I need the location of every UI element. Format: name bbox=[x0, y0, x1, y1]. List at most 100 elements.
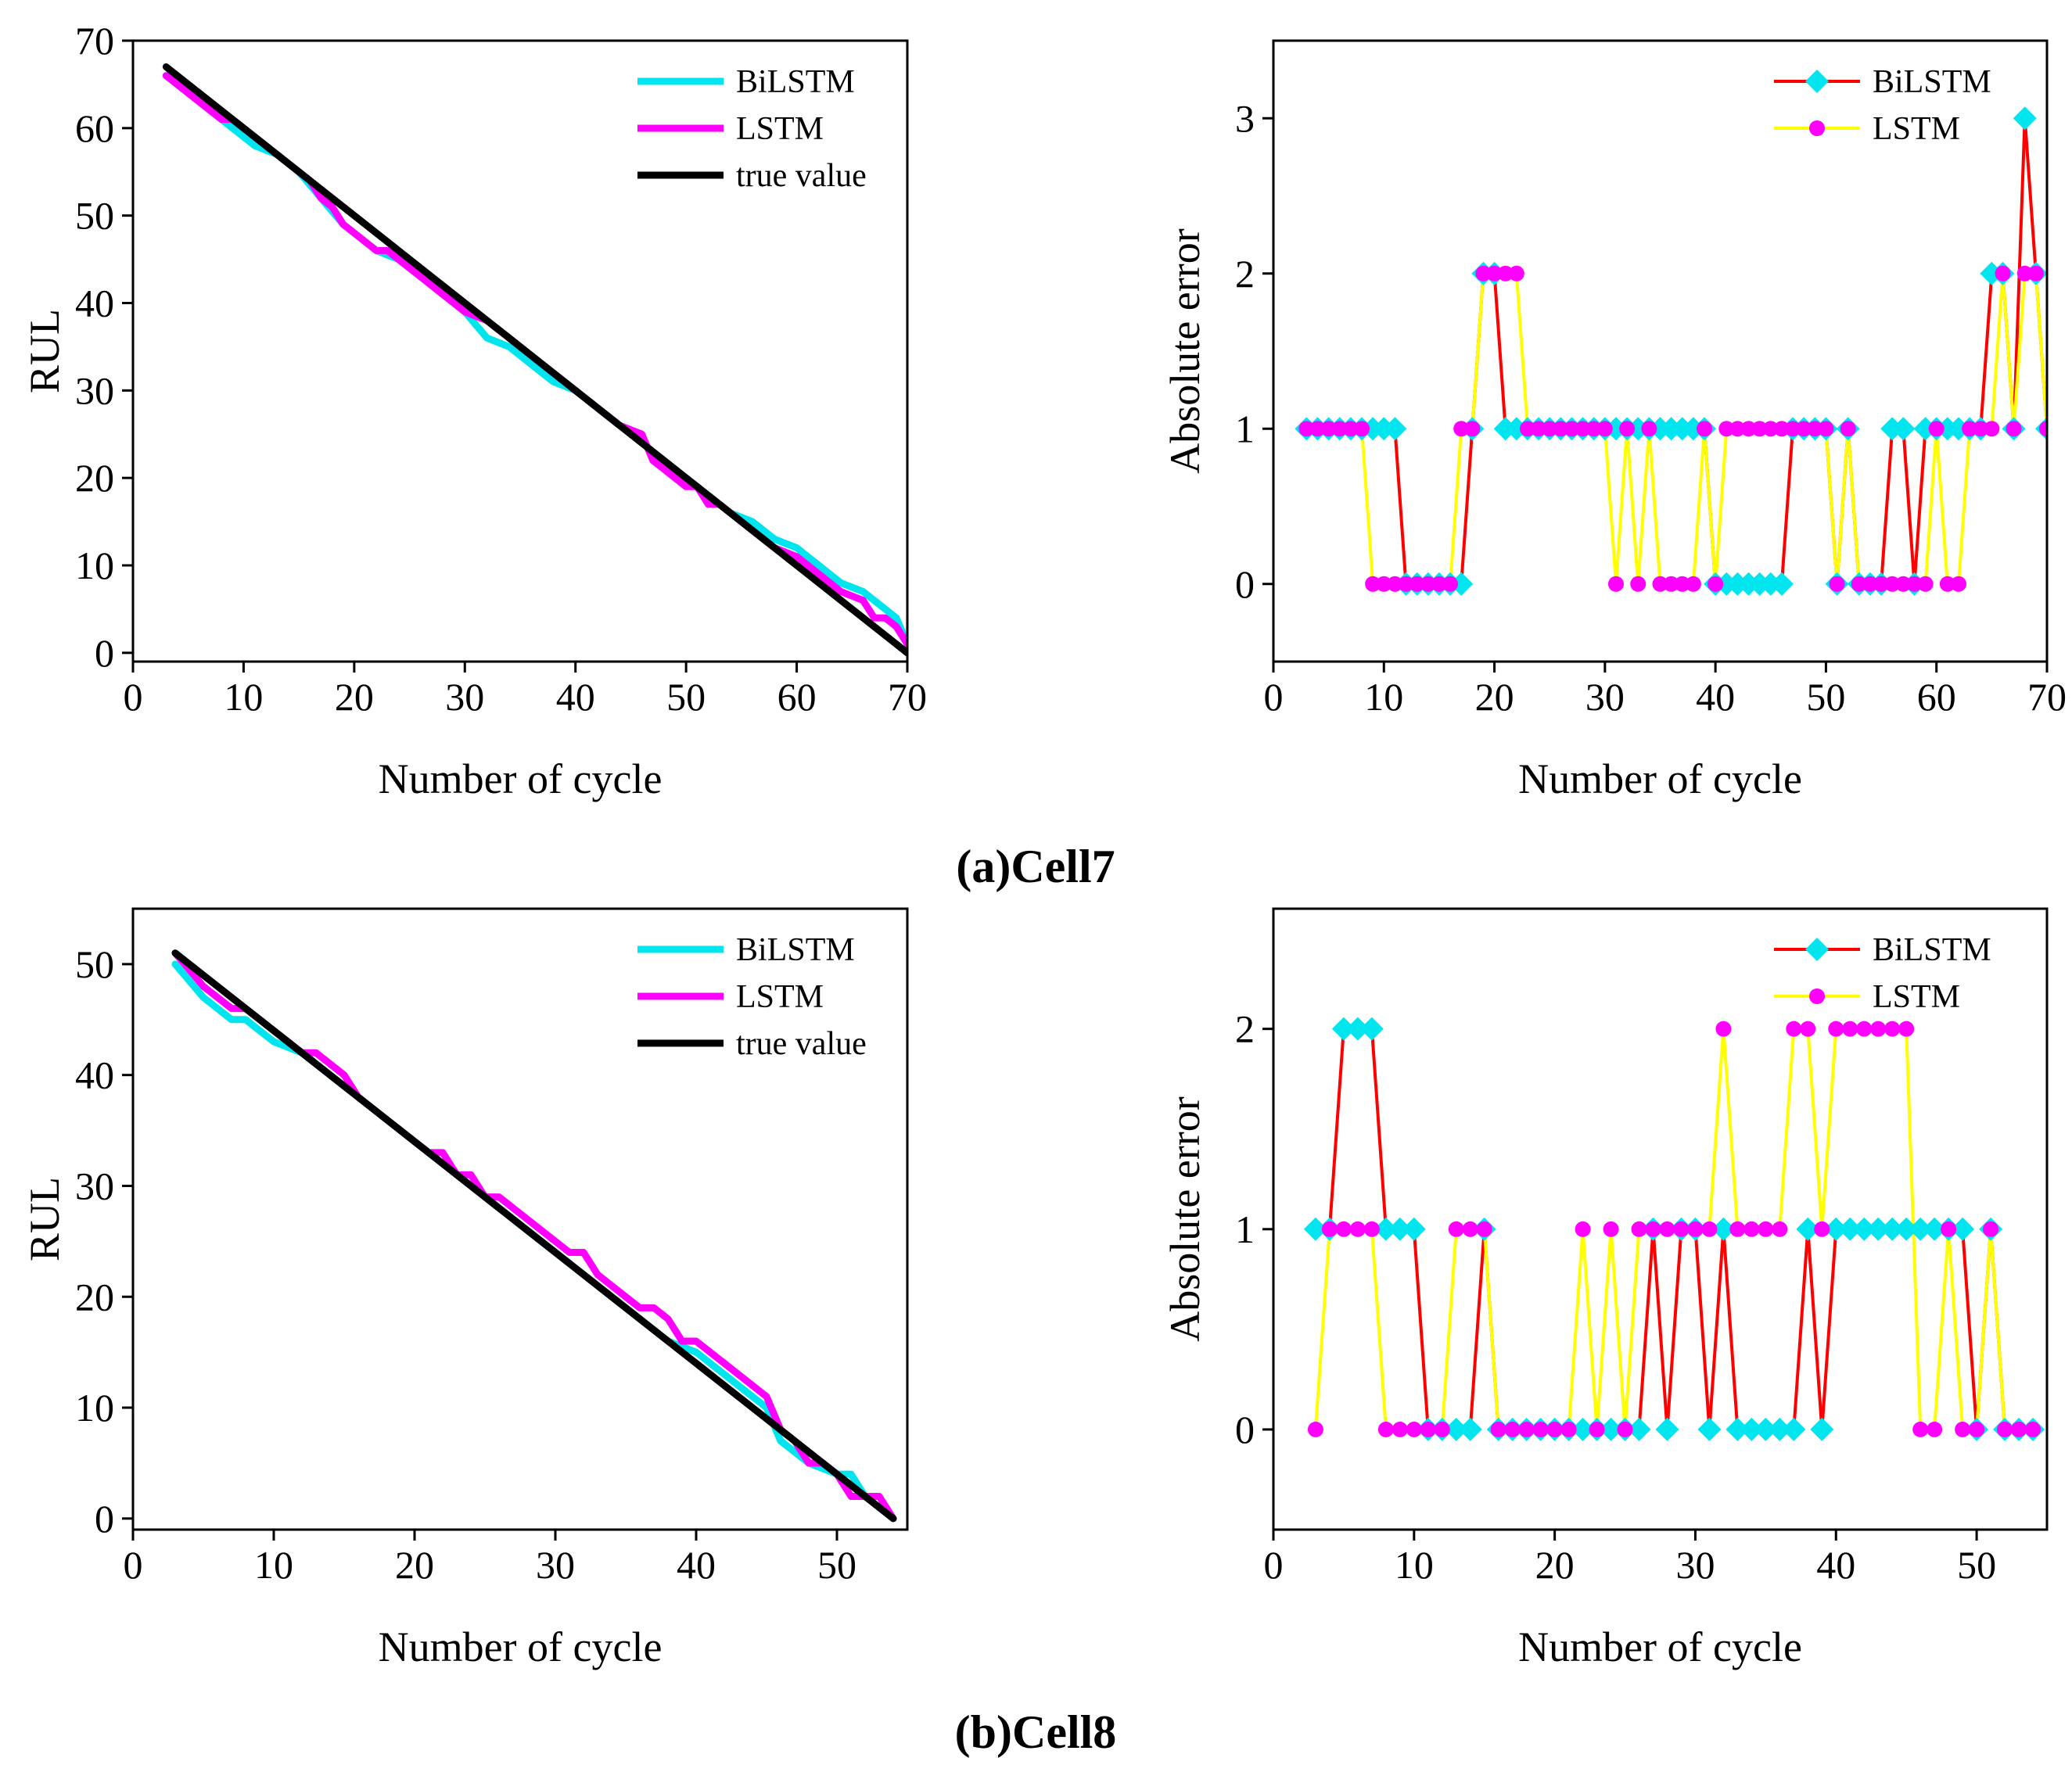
y-tick-label: 1 bbox=[1235, 1207, 1255, 1251]
x-tick-label: 10 bbox=[1364, 675, 1403, 719]
lstm-point bbox=[1387, 576, 1403, 592]
lstm-point bbox=[1589, 1421, 1605, 1437]
y-tick-label: 2 bbox=[1235, 1007, 1255, 1051]
plot-area bbox=[171, 949, 897, 1523]
lstm-point bbox=[1969, 1421, 1985, 1437]
bilstm-point bbox=[1824, 1217, 1848, 1241]
y-tick-label: 30 bbox=[75, 368, 114, 412]
lstm-point bbox=[1645, 1221, 1661, 1237]
lstm-point bbox=[1697, 421, 1713, 437]
lstm-point bbox=[1685, 576, 1701, 592]
lstm-point bbox=[2025, 1421, 2041, 1437]
y-tick-label: 2 bbox=[1235, 252, 1255, 296]
bilstm-point bbox=[1796, 1217, 1820, 1241]
y-tick-label: 1 bbox=[1235, 407, 1255, 450]
lstm-point bbox=[1377, 1421, 1394, 1437]
x-tick-label: 20 bbox=[1475, 675, 1514, 719]
lstm-point bbox=[1431, 576, 1447, 592]
plot-area bbox=[162, 63, 907, 657]
lstm-point bbox=[1785, 421, 1801, 437]
x-tick-label: 70 bbox=[888, 675, 927, 719]
lstm-point bbox=[1659, 1221, 1675, 1237]
x-tick-label: 30 bbox=[1585, 675, 1625, 719]
legend-label-bilstm: BiLSTM bbox=[1873, 64, 1991, 100]
lstm-point bbox=[2039, 421, 2047, 437]
y-axis-title: RUL bbox=[21, 1177, 68, 1261]
lstm-point bbox=[1862, 576, 1878, 592]
bilstm-point bbox=[1449, 572, 1474, 596]
legend-label-lstm: LSTM bbox=[1873, 979, 1960, 1015]
caption-cell8: (b)Cell8 bbox=[955, 1706, 1117, 1758]
lstm-point bbox=[1673, 1221, 1690, 1237]
lstm-point bbox=[1928, 421, 1945, 437]
bilstm-point bbox=[1303, 1217, 1327, 1241]
lstm-point bbox=[1564, 421, 1580, 437]
bilstm-point bbox=[1810, 1417, 1834, 1441]
legend-marker-bilstm bbox=[1805, 70, 1829, 93]
lstm-point bbox=[1409, 576, 1425, 592]
lstm-point bbox=[1392, 1421, 1408, 1437]
lstm-point bbox=[1842, 1021, 1858, 1037]
lstm-point bbox=[1630, 576, 1646, 592]
bilstm-point bbox=[1359, 1017, 1384, 1041]
lstm-point bbox=[1829, 576, 1845, 592]
lstm-point bbox=[1708, 576, 1724, 592]
lstm-point bbox=[1873, 576, 1890, 592]
lstm-point bbox=[1504, 1421, 1521, 1437]
bilstm-point bbox=[1951, 1217, 1975, 1241]
bilstm-point bbox=[1444, 1417, 1468, 1441]
y-tick-label: 0 bbox=[1235, 562, 1255, 606]
bilstm-point bbox=[1331, 1017, 1356, 1041]
lstm-point bbox=[1743, 1221, 1760, 1237]
lstm-point bbox=[1997, 1421, 2013, 1437]
legend-label-true-value: true value bbox=[736, 158, 867, 194]
legend-marker-bilstm bbox=[1805, 938, 1829, 961]
y-tick-label: 20 bbox=[75, 1275, 114, 1318]
bilstm-point bbox=[1768, 1417, 1792, 1441]
x-tick-label: 60 bbox=[1917, 675, 1956, 719]
bilstm-point bbox=[1909, 1217, 1933, 1241]
bilstm-point bbox=[1697, 1417, 1722, 1441]
bilstm-point bbox=[1769, 572, 1794, 596]
legend-label-bilstm: BiLSTM bbox=[1873, 932, 1991, 968]
lstm-point bbox=[1307, 1421, 1323, 1437]
x-tick-label: 40 bbox=[1816, 1543, 1855, 1587]
bilstm-point bbox=[1754, 1417, 1778, 1441]
lstm-point bbox=[1464, 421, 1481, 437]
lstm-point bbox=[1546, 1421, 1563, 1437]
y-tick-label: 50 bbox=[75, 194, 114, 238]
cell8-rul-chart: 0 10 20 30 40 50 0 10 20 30 40 50 Number of cycle RUL… bbox=[21, 907, 909, 1670]
y-tick-label: 40 bbox=[75, 1053, 114, 1097]
series-line-bilstm bbox=[1305, 117, 2047, 586]
lstm-point bbox=[1518, 1421, 1535, 1437]
y-tick-label: 0 bbox=[95, 1497, 114, 1541]
bilstm-point bbox=[1894, 1217, 1919, 1241]
lstm-point bbox=[1807, 421, 1823, 437]
plot-frame bbox=[131, 907, 909, 1531]
lstm-point bbox=[1884, 576, 1901, 592]
plot-frame bbox=[131, 39, 909, 663]
lstm-point bbox=[1575, 1221, 1591, 1237]
lstm-point bbox=[1453, 421, 1470, 437]
y-tick-label: 10 bbox=[75, 543, 114, 587]
series-line-true-value bbox=[162, 63, 907, 657]
lstm-point bbox=[1320, 421, 1337, 437]
lstm-point bbox=[1585, 421, 1602, 437]
lstm-point bbox=[2016, 265, 2033, 282]
lstm-point bbox=[1973, 421, 1989, 437]
lstm-point bbox=[1927, 1421, 1943, 1437]
lstm-point bbox=[1740, 421, 1757, 437]
lstm-point bbox=[1773, 421, 1790, 437]
bilstm-point bbox=[2013, 106, 2037, 131]
bilstm-point bbox=[1923, 1217, 1947, 1241]
y-tick-label: 40 bbox=[75, 281, 114, 325]
lstm-point bbox=[1331, 421, 1348, 437]
lstm-point bbox=[1508, 265, 1524, 282]
bilstm-point bbox=[1402, 1217, 1426, 1241]
legend-label-bilstm: BiLSTM bbox=[736, 932, 855, 968]
bilstm-point bbox=[1891, 417, 1916, 441]
x-tick-label: 40 bbox=[1696, 675, 1735, 719]
lstm-point bbox=[1365, 576, 1381, 592]
x-tick-label: 40 bbox=[677, 1543, 716, 1587]
y-tick-label: 50 bbox=[75, 942, 114, 986]
